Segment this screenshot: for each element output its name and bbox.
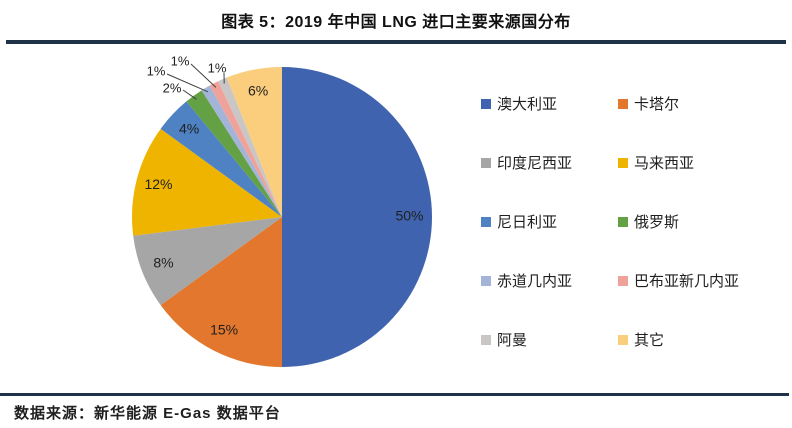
chart-title: 图表 5：2019 年中国 LNG 进口主要来源国分布 (221, 14, 571, 31)
legend-label-qatar: 卡塔尔 (634, 96, 680, 113)
legend-label-malaysia: 马来西亚 (634, 155, 695, 172)
pie-slice-oman (218, 77, 282, 217)
pie-label-indonesia: 8% (153, 255, 173, 271)
pie-slice-australia (282, 67, 432, 367)
data-source-note: 数据来源：新华能源 E-Gas 数据平台 (14, 405, 281, 422)
footer-divider-line (0, 393, 789, 396)
legend-item-malaysia: 马来西亚 (618, 152, 739, 173)
pie-label-oman: 1% (208, 60, 227, 75)
pie-slice-nigeria (160, 101, 282, 217)
legend: 澳大利亚 卡塔尔印度尼西亚 马来西亚尼日利亚 俄罗斯赤道几内亚 巴布亚新几内亚阿曼 其它 (481, 74, 739, 369)
legend-item-others: 其它 (618, 329, 739, 350)
legend-label-others: 其它 (634, 332, 665, 349)
legend-label-papua-new-guinea: 巴布亚新几内亚 (634, 273, 740, 290)
legend-swatch-others (618, 334, 628, 345)
legend-swatch-papua-new-guinea (618, 275, 628, 286)
pie-slice-papua-new-guinea (209, 81, 282, 217)
pie-label-nigeria: 4% (179, 120, 199, 136)
legend-swatch-equatorial-guinea (481, 275, 491, 286)
pie-label-equatorial-guinea: 1% (147, 63, 166, 78)
pie-label-leader-russia (182, 89, 197, 100)
pie-slice-russia (186, 90, 282, 217)
pie-label-others: 6% (248, 83, 268, 99)
legend-label-australia: 澳大利亚 (497, 96, 558, 113)
legend-item-indonesia: 印度尼西亚 (481, 152, 618, 173)
legend-swatch-nigeria (481, 216, 491, 227)
pie-label-leader-equatorial-guinea (166, 73, 209, 93)
legend-item-oman: 阿曼 (481, 329, 618, 350)
legend-swatch-indonesia (481, 157, 491, 168)
pie-label-qatar: 15% (210, 321, 238, 337)
pie-chart: 50% 15% 8% 12% 4% 2% 1% 1% 1% 6% (131, 53, 432, 367)
pie-label-papua-new-guinea: 1% (171, 53, 190, 68)
legend-item-russia: 俄罗斯 (618, 211, 739, 232)
pie-label-russia: 2% (163, 80, 182, 95)
title-divider-line (6, 40, 786, 44)
legend-swatch-qatar (618, 98, 628, 109)
legend-swatch-russia (618, 216, 628, 227)
legend-swatch-oman (481, 334, 491, 345)
legend-label-equatorial-guinea: 赤道几内亚 (497, 273, 573, 290)
legend-swatch-malaysia (618, 157, 628, 168)
legend-swatch-australia (481, 98, 491, 109)
pie-label-leader-papua-new-guinea (190, 63, 217, 88)
legend-item-australia: 澳大利亚 (481, 93, 618, 114)
legend-item-papua-new-guinea: 巴布亚新几内亚 (618, 270, 739, 291)
pie-label-malaysia: 12% (144, 176, 172, 192)
legend-label-indonesia: 印度尼西亚 (497, 155, 573, 172)
legend-item-equatorial-guinea: 赤道几内亚 (481, 270, 618, 291)
pie-slice-equatorial-guinea (201, 85, 282, 217)
pie-label-australia: 50% (395, 208, 423, 224)
pie-slice-malaysia (131, 128, 282, 236)
pie-slice-qatar (160, 217, 282, 367)
legend-item-qatar: 卡塔尔 (618, 93, 739, 114)
legend-label-oman: 阿曼 (497, 332, 528, 349)
pie-slice-indonesia (133, 217, 282, 306)
legend-label-russia: 俄罗斯 (634, 214, 680, 231)
legend-label-nigeria: 尼日利亚 (497, 214, 558, 231)
legend-item-nigeria: 尼日利亚 (481, 211, 618, 232)
pie-slice-others (226, 67, 282, 217)
